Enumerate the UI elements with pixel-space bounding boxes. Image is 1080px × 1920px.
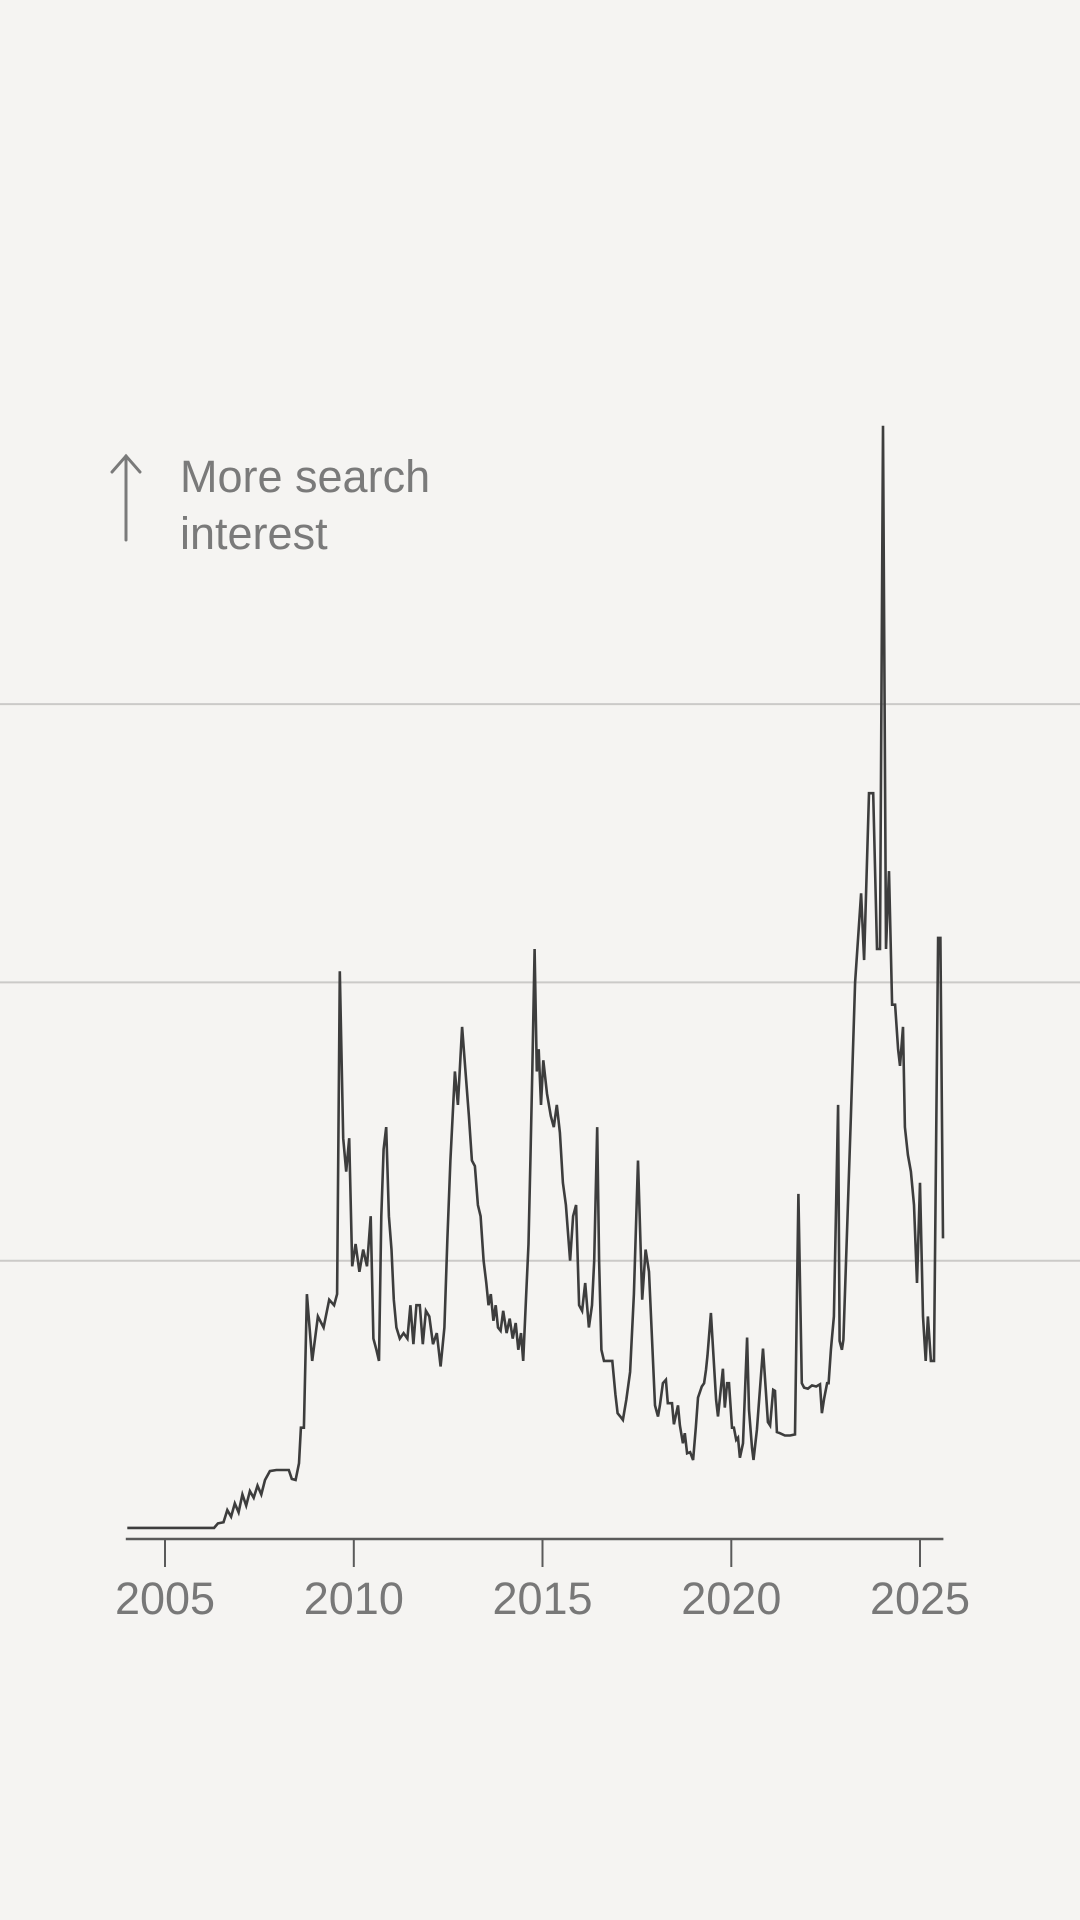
up-arrow-icon [110,453,142,542]
x-axis-tick-label: 2025 [869,1573,971,1624]
x-axis-tick-label: 2015 [492,1573,593,1624]
x-axis-tick-label: 2005 [114,1573,216,1624]
annotation-text: More search interest [180,448,430,562]
annotation-line-2: interest [180,508,328,559]
gridlines [0,703,1080,1262]
x-axis-tick-label: 2010 [303,1573,404,1624]
x-axis [125,1537,944,1567]
x-axis-tick-label: 2020 [681,1573,782,1624]
more-search-interest-annotation: More search interest [104,448,430,562]
trend-line [127,425,945,1530]
annotation-line-1: More search [180,451,431,502]
